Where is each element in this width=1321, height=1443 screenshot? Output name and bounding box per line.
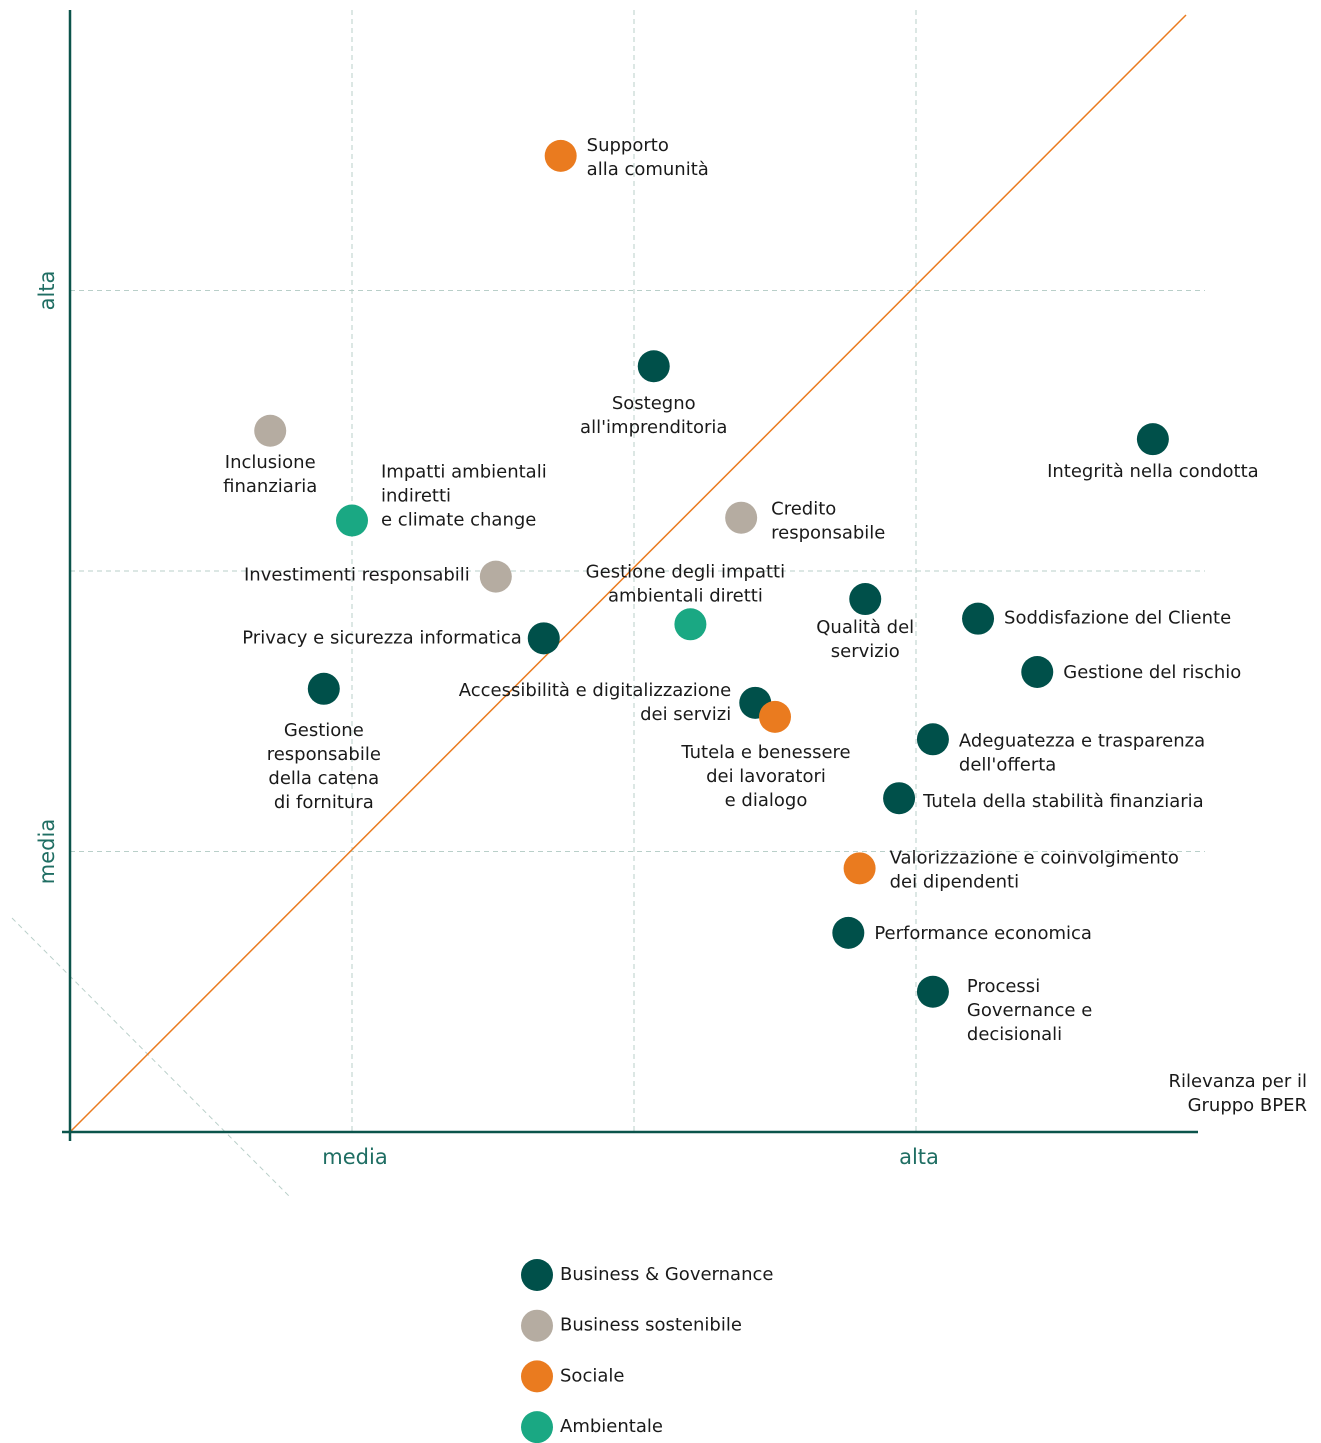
point-label: Accessibilità e digitalizzazione dei serv… <box>459 680 731 725</box>
point <box>336 504 368 537</box>
y-tick-label: media <box>35 819 59 884</box>
point <box>883 782 916 815</box>
point-label: Valorizzazione e coinvolgimento dei dipen… <box>890 847 1179 892</box>
point-label: Performance economica <box>874 923 1092 944</box>
decor-line <box>11 917 291 1198</box>
point-label: Inclusione finanziaria <box>223 452 317 497</box>
diagonal-line <box>69 14 1187 1133</box>
point-label: Privacy e sicurezza informatica <box>242 627 522 648</box>
legend-marker <box>521 1411 553 1443</box>
point-label: Gestione del rischio <box>1063 662 1241 683</box>
y-tick-label: alta <box>35 271 59 311</box>
point <box>832 916 865 949</box>
legend-label: Sociale <box>560 1365 624 1386</box>
legend-marker <box>521 1259 553 1291</box>
legend-label: Business sostenibile <box>560 1315 742 1336</box>
point <box>1136 423 1169 456</box>
x-tick-label: alta <box>899 1145 939 1169</box>
point-label: Soddisfazione del Cliente <box>1004 608 1231 629</box>
point <box>479 560 512 593</box>
point-label: Adeguatezza e trasparenza dell'offerta <box>959 730 1205 775</box>
point <box>962 602 995 635</box>
legend-label: Business & Governance <box>560 1264 773 1285</box>
point-label: Credito responsabile <box>771 499 885 544</box>
point <box>254 414 287 447</box>
point <box>849 583 882 616</box>
point-label: Tutela e benessere dei lavoratori e dialog… <box>680 742 850 811</box>
legend-marker <box>521 1360 553 1393</box>
point-label: Qualità del servizio <box>816 617 914 662</box>
point-label: Gestione degli impatti ambientali diretti <box>586 561 785 606</box>
point-label: Processi Governance e decisionali <box>967 976 1092 1045</box>
point <box>637 350 670 383</box>
point <box>759 700 791 733</box>
point <box>527 622 560 655</box>
legend-label: Ambientale <box>560 1416 663 1437</box>
point <box>916 723 949 756</box>
legend-marker <box>521 1309 553 1342</box>
point-label: Integrità nella condotta <box>1047 461 1259 482</box>
point <box>1021 655 1054 688</box>
point <box>843 852 876 885</box>
point <box>544 139 577 172</box>
point-label: Gestione responsabile della catena di forni… <box>267 720 381 813</box>
point <box>307 672 340 705</box>
x-axis-label: Rilevanza per il Gruppo BPER <box>1169 1071 1308 1116</box>
point-label: Impatti ambientali indiretti e climate cha… <box>381 462 547 531</box>
point <box>725 501 758 534</box>
point-label: Tutela della stabilità finanziaria <box>922 791 1204 812</box>
x-tick-label: media <box>322 1145 387 1169</box>
point-label: Supporto alla comunità <box>587 135 709 180</box>
point-label: Investimenti responsabili <box>244 565 470 586</box>
point <box>916 975 949 1008</box>
point-label: Sostegno all'imprenditoria <box>580 393 727 438</box>
point <box>674 608 707 641</box>
